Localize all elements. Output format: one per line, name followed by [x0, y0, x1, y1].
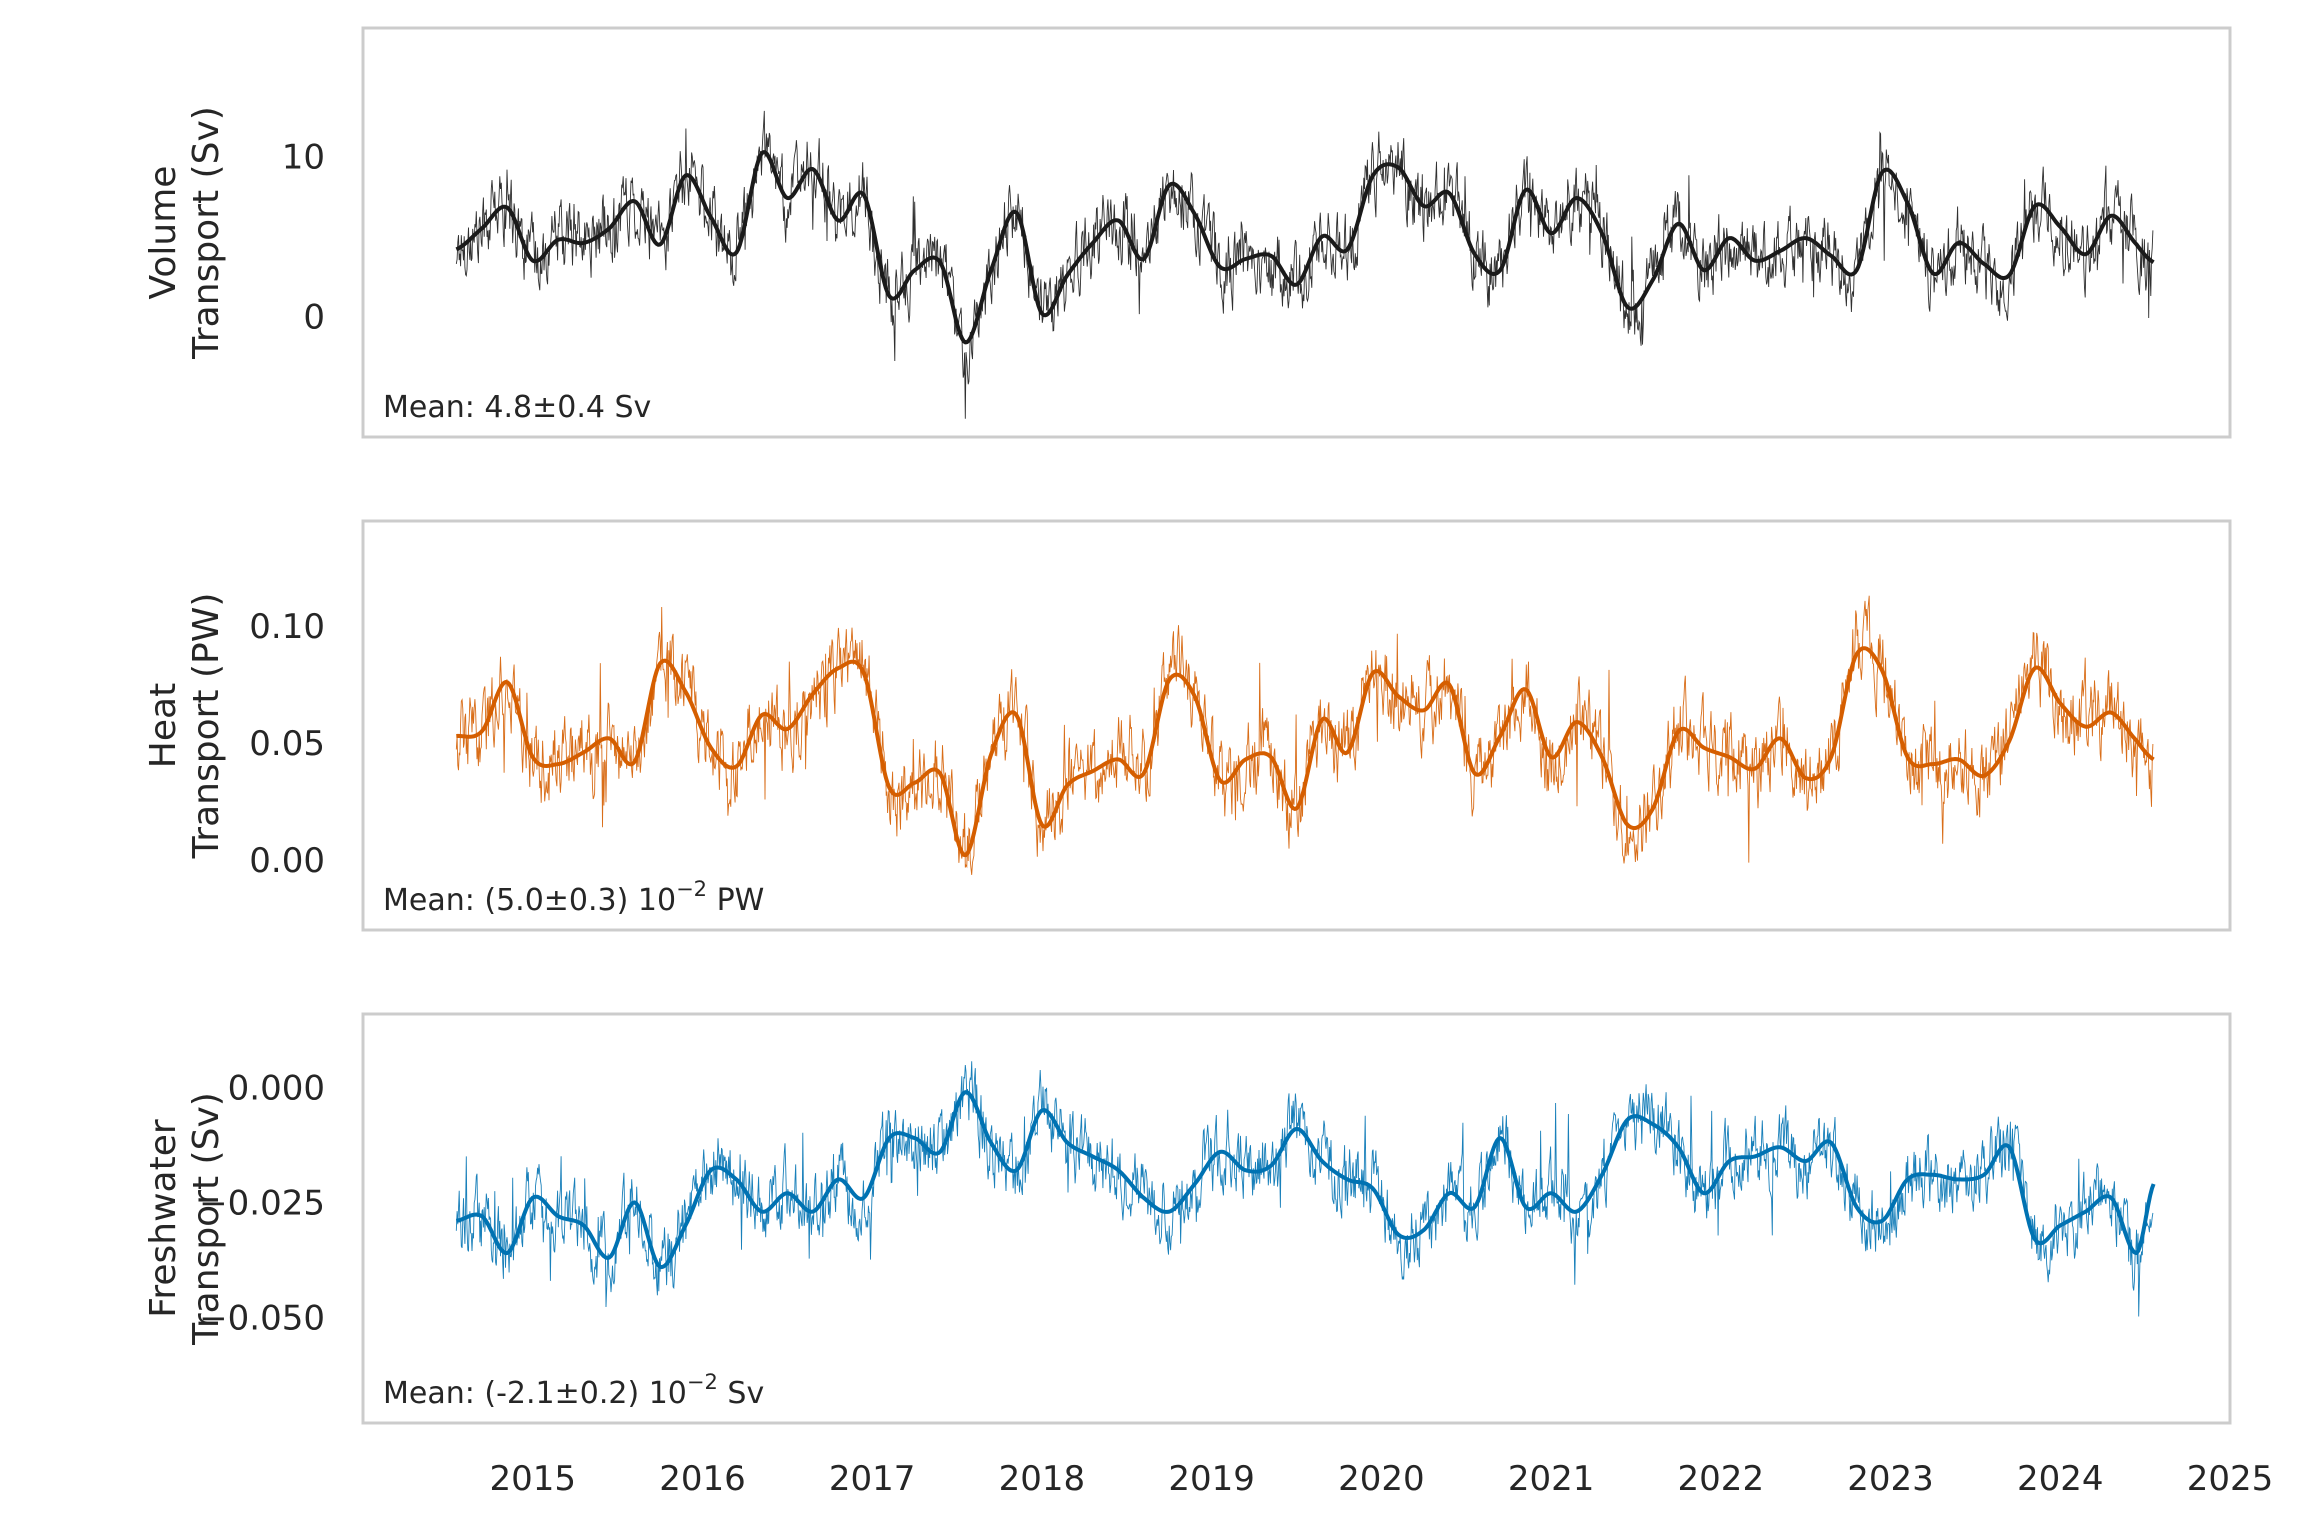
x-tick-label: 2022	[1678, 1459, 1765, 1499]
x-tick-label: 2018	[999, 1459, 1086, 1499]
x-tick-label: 2023	[1847, 1459, 1934, 1499]
panel-2: 0.00 0.05 0.10 Heat Transport (PW) Mean: (5.0…	[143, 519, 2232, 932]
axes-frame	[361, 26, 2232, 439]
smoothed-series-line	[455, 1090, 2156, 1270]
y-axis-label: Transport (Sv)	[186, 106, 227, 360]
x-tick-label: 2017	[829, 1459, 916, 1499]
mean-annotation: Mean: (5.0±0.3) 10−2 PW	[383, 877, 764, 918]
mean-annotation: Mean: 4.8±0.4 Sv	[383, 390, 651, 425]
axes-frame	[361, 1012, 2232, 1425]
y-tick-label: 0.10	[249, 607, 325, 647]
x-tick-label: 2015	[489, 1459, 576, 1499]
y-axis-label: Transport (Sv)	[186, 1092, 227, 1346]
y-tick-label: 0.05	[249, 724, 325, 764]
panel-3: −0.050 −0.025 0.000 Freshwater Transport (Sv…	[143, 1012, 2232, 1425]
x-tick-label: 2024	[2017, 1459, 2104, 1499]
x-tick-label: 2025	[2187, 1459, 2274, 1499]
panel-1: 0 10 Volume Transport (Sv) Mean: 4.8±0.4 Sv	[143, 26, 2232, 439]
y-tick-label: −0.050	[199, 1298, 325, 1338]
smoothed-series-line	[456, 646, 2155, 858]
smoothed-series-line	[455, 150, 2155, 345]
y-tick-label: 10	[282, 137, 325, 177]
y-axis-label: Heat	[143, 683, 184, 768]
y-axis-label: Transport (PW)	[186, 593, 227, 860]
y-tick-label: −0.025	[199, 1183, 325, 1223]
x-tick-label: 2019	[1168, 1459, 1255, 1499]
y-tick-label: 0	[303, 298, 325, 338]
y-tick-label: 0.000	[228, 1069, 325, 1109]
y-tick-label: 0.00	[249, 841, 325, 881]
x-tick-label: 2021	[1508, 1459, 1595, 1499]
raw-series-line	[455, 110, 2154, 419]
x-tick-label: 2020	[1338, 1459, 1425, 1499]
y-axis-label: Volume	[143, 166, 184, 300]
x-tick-label: 2016	[659, 1459, 746, 1499]
y-axis-label: Freshwater	[143, 1119, 184, 1318]
mean-annotation: Mean: (-2.1±0.2) 10−2 Sv	[383, 1370, 764, 1411]
raw-series-line	[455, 1061, 2154, 1317]
axes-frame	[361, 519, 2232, 932]
